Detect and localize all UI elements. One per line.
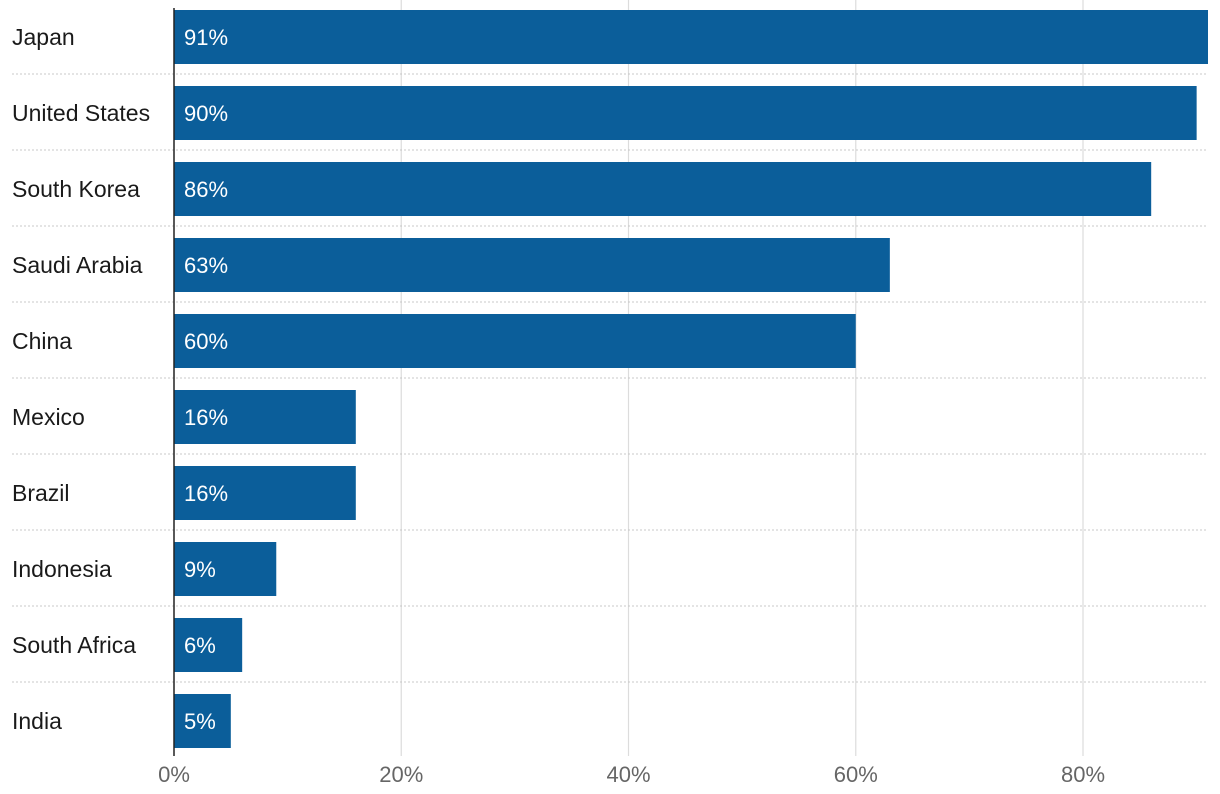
category-label: South Africa — [12, 632, 136, 658]
value-label: 91% — [184, 25, 228, 50]
category-label: Brazil — [12, 480, 70, 506]
bar — [174, 162, 1152, 216]
x-tick-label: 20% — [379, 762, 423, 787]
bar — [174, 542, 277, 596]
category-label: China — [12, 328, 72, 354]
bar — [174, 466, 356, 520]
bar — [174, 314, 856, 368]
value-label: 86% — [184, 177, 228, 202]
x-axis-tick-labels: 0% 20% 40% 60% 80% — [158, 762, 1105, 787]
x-tick-label: 80% — [1061, 762, 1105, 787]
category-label: Saudi Arabia — [12, 252, 143, 278]
category-label: Mexico — [12, 404, 85, 430]
value-label: 60% — [184, 329, 228, 354]
category-label: South Korea — [12, 176, 140, 202]
row-separators — [12, 73, 1208, 683]
bars — [174, 10, 1208, 748]
category-label: Indonesia — [12, 556, 112, 582]
value-label: 90% — [184, 101, 228, 126]
value-label: 9% — [184, 557, 216, 582]
value-label: 5% — [184, 709, 216, 734]
category-label: United States — [12, 100, 150, 126]
category-labels: Japan United States South Korea Saudi Arabi… — [12, 24, 150, 734]
value-label: 6% — [184, 633, 216, 658]
bar — [174, 10, 1208, 64]
x-tick-label: 60% — [834, 762, 878, 787]
bar — [174, 694, 231, 748]
bar — [174, 390, 356, 444]
bar — [174, 86, 1197, 140]
value-label: 63% — [184, 253, 228, 278]
category-label: India — [12, 708, 62, 734]
bar — [174, 238, 890, 292]
bar — [174, 618, 243, 672]
category-label: Japan — [12, 24, 75, 50]
x-tick-label: 0% — [158, 762, 190, 787]
value-label: 16% — [184, 481, 228, 506]
value-label: 16% — [184, 405, 228, 430]
value-labels: 91% 90% 86% 63% 60% 16% 16% 9% 6% 5% — [184, 25, 228, 734]
x-tick-label: 40% — [606, 762, 650, 787]
